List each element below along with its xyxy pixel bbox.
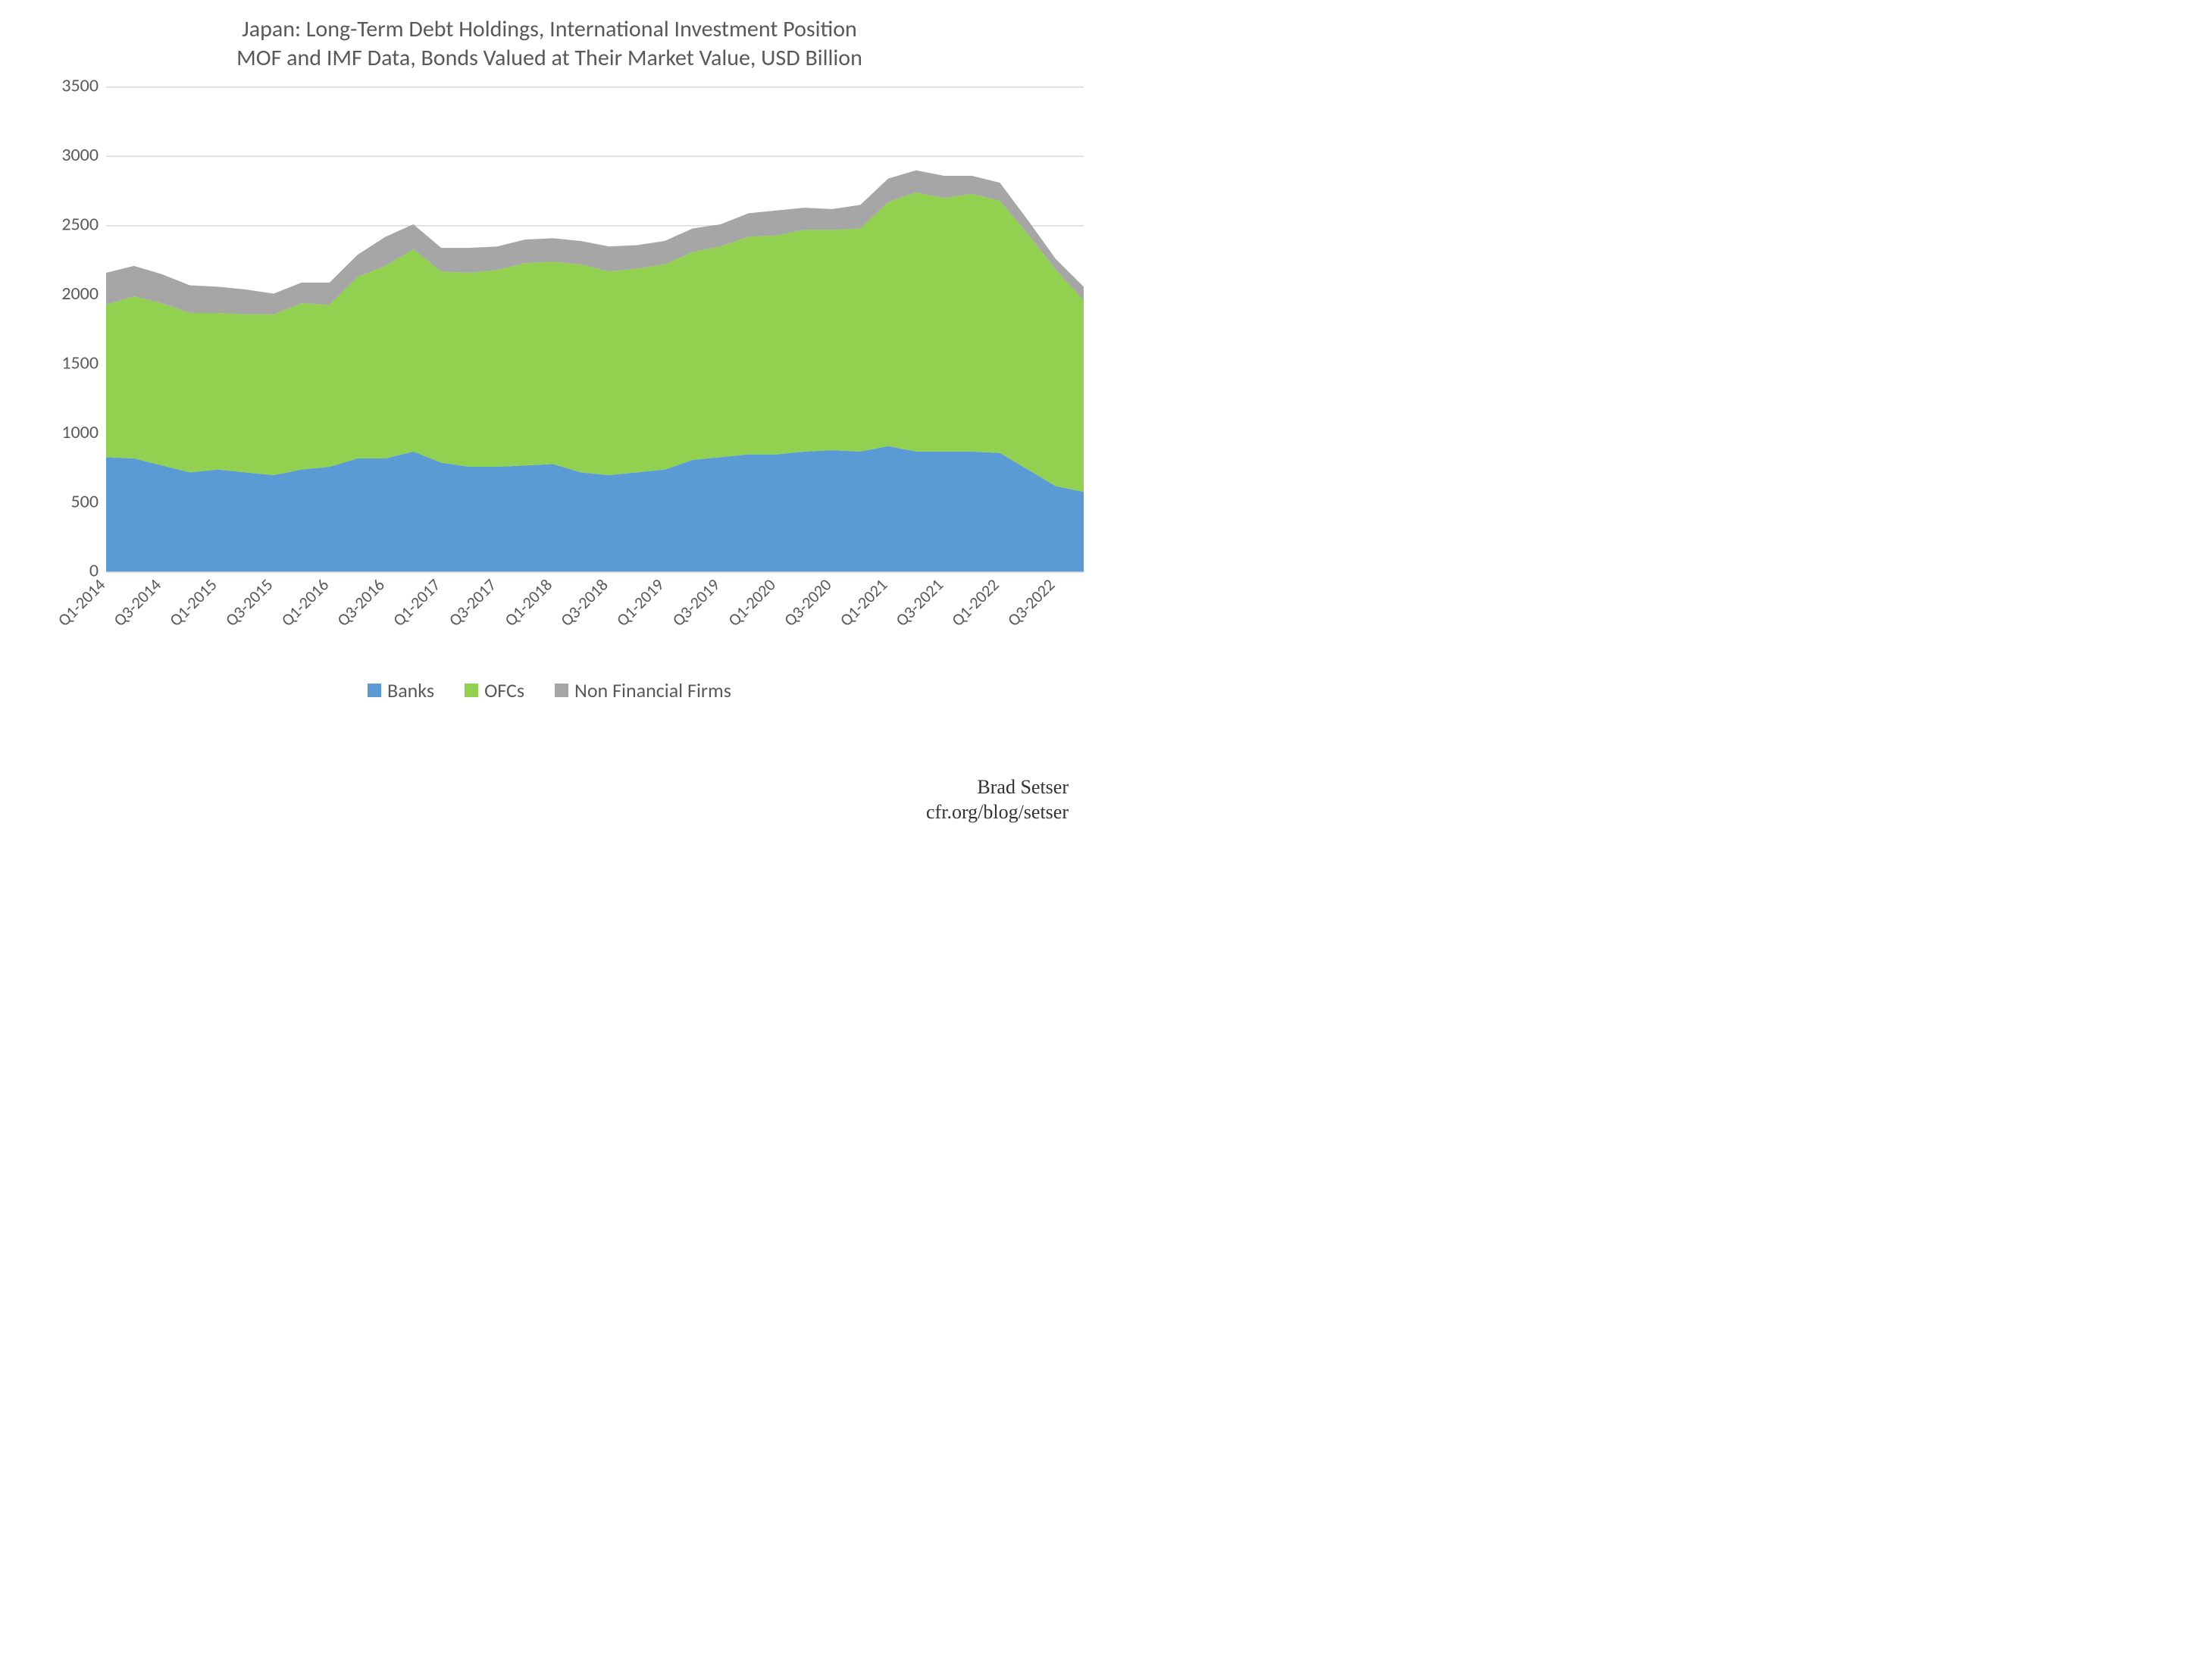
legend-item-banks: Banks [368,678,434,702]
x-label: Q3-2014 [109,574,165,630]
svg-text:3500: 3500 [61,80,99,97]
legend-swatch-banks [368,684,381,697]
legend-label-banks: Banks [387,678,434,702]
x-label: Q1-2022 [947,574,1003,630]
area-chart-svg: 0500100015002000250030003500Q1-2014Q3-20… [30,80,1106,671]
credit-name: Brad Setser [926,775,1069,800]
x-label: Q3-2016 [333,574,389,630]
chart-plot-area: 0500100015002000250030003500Q1-2014Q3-20… [30,80,1069,671]
x-label: Q1-2016 [277,574,333,630]
svg-text:500: 500 [71,490,99,512]
svg-text:3000: 3000 [61,144,99,166]
chart-container: Japan: Long-Term Debt Holdings, Internat… [0,0,1099,840]
svg-text:2500: 2500 [61,214,99,236]
legend-item-nonfin: Non Financial Firms [555,678,731,702]
x-label: Q1-2021 [835,574,891,630]
chart-title: Japan: Long-Term Debt Holdings, Internat… [30,15,1069,72]
legend-swatch-ofcs [465,684,478,697]
legend-label-nonfin: Non Financial Firms [574,678,731,702]
x-label: Q3-2018 [556,574,612,630]
credit-url: cfr.org/blog/setser [926,800,1069,825]
legend-item-ofcs: OFCs [465,678,524,702]
x-label: Q3-2022 [1003,574,1059,630]
svg-text:2000: 2000 [61,283,99,305]
legend-label-ofcs: OFCs [484,678,524,702]
x-label: Q1-2015 [165,574,221,630]
x-label: Q1-2019 [612,574,668,630]
x-label: Q1-2020 [724,574,780,630]
area-ofcs [106,192,1084,492]
x-label: Q1-2017 [389,574,445,630]
x-label: Q3-2019 [668,574,724,630]
x-label: Q3-2021 [891,574,947,630]
chart-credit: Brad Setser cfr.org/blog/setser [926,775,1069,824]
x-label: Q1-2014 [53,574,109,630]
svg-text:1000: 1000 [61,421,99,443]
chart-title-line2: MOF and IMF Data, Bonds Valued at Their … [236,44,862,72]
x-label: Q3-2015 [221,574,277,630]
x-label: Q1-2018 [500,574,556,630]
x-label: Q3-2020 [780,574,836,630]
x-label: Q3-2017 [444,574,500,630]
legend-swatch-nonfin [555,684,568,697]
chart-title-line1: Japan: Long-Term Debt Holdings, Internat… [242,15,857,43]
svg-text:1500: 1500 [61,352,99,374]
chart-legend: Banks OFCs Non Financial Firms [30,678,1069,702]
